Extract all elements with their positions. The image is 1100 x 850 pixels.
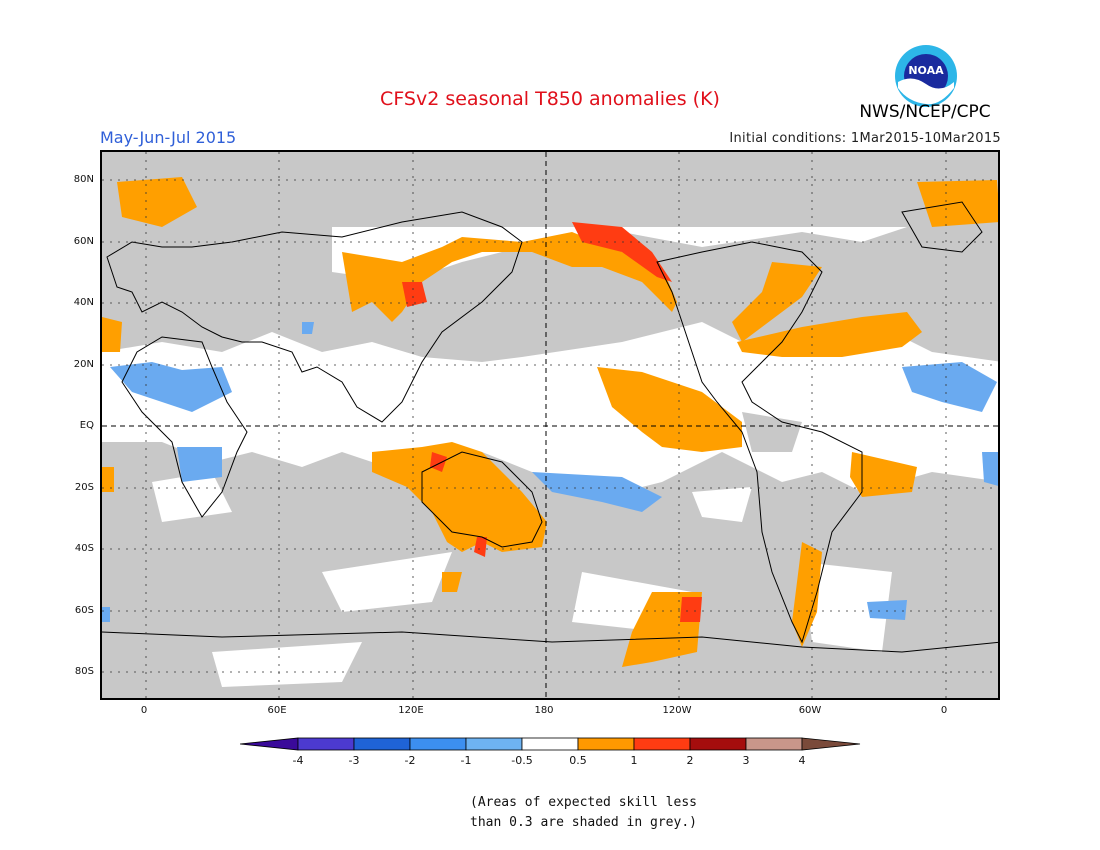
colorbar-segment — [745, 737, 803, 751]
map-canvas — [102, 152, 998, 698]
colorbar-segment — [689, 737, 747, 751]
lon-label: 180 — [534, 705, 554, 716]
colorbar-segment — [577, 737, 635, 751]
lon-label: 120W — [662, 705, 692, 716]
lat-label: 40N — [73, 297, 94, 308]
lon-label: 0 — [140, 705, 148, 716]
colorbar-segment — [409, 737, 467, 751]
lon-label: 60E — [267, 705, 287, 716]
colorbar-label: 1 — [630, 754, 638, 767]
colorbar-label: -1 — [460, 754, 472, 767]
lon-label: 60W — [798, 705, 822, 716]
forecast-period: May-Jun-Jul 2015 — [100, 128, 237, 147]
map-title: CFSv2 seasonal T850 anomalies (K) — [380, 88, 720, 110]
colorbar-segment — [240, 737, 299, 751]
colorbar-label: -0.5 — [511, 754, 533, 767]
lat-label: 80N — [73, 174, 94, 185]
colorbar-label: -2 — [404, 754, 416, 767]
lat-label: 20N — [73, 359, 94, 370]
lat-lon-grid — [102, 152, 998, 698]
lat-label: 60N — [73, 236, 94, 247]
colorbar-label: 2 — [686, 754, 694, 767]
colorbar-segment — [521, 737, 579, 751]
colorbar-label: 4 — [798, 754, 806, 767]
colorbar-label: -4 — [292, 754, 304, 767]
lat-label: 40S — [74, 543, 94, 554]
skill-footnote: (Areas of expected skill less than 0.3 a… — [470, 793, 730, 833]
lat-label: 60S — [74, 605, 94, 616]
colorbar-label: 0.5 — [569, 754, 587, 767]
colorbar-segment — [297, 737, 355, 751]
lon-label: 0 — [940, 705, 948, 716]
initial-conditions: Initial conditions: 1Mar2015-10Mar2015 — [729, 131, 1001, 146]
coastlines — [102, 201, 998, 653]
warm-anomalies-red — [402, 222, 702, 622]
colorbar-segment — [465, 737, 523, 751]
colorbar-segment — [633, 737, 691, 751]
lat-label: EQ — [79, 420, 94, 431]
lon-label: 120E — [398, 705, 424, 716]
colorbar-segment — [353, 737, 411, 751]
lat-label: 20S — [74, 482, 94, 493]
equator-dateline — [102, 152, 998, 698]
footnote-line: (Areas of expected skill less — [470, 795, 697, 810]
colorbar-label: -3 — [348, 754, 360, 767]
lat-label: 80S — [74, 666, 94, 677]
neutral-areas — [152, 472, 892, 687]
cool-anomalies-blue — [102, 322, 998, 622]
colorbar-segment — [801, 737, 861, 751]
agency-label: NWS/NCEP/CPC — [859, 102, 991, 122]
colorbar — [240, 737, 861, 751]
anomaly-map — [100, 150, 1000, 700]
colorbar-label: 3 — [742, 754, 750, 767]
logo-text: NOAA — [908, 64, 944, 77]
warm-anomalies-orange — [102, 177, 998, 667]
footnote-line: than 0.3 are shaded in grey.) — [470, 815, 697, 830]
noaa-logo-icon: NOAA — [895, 45, 957, 107]
